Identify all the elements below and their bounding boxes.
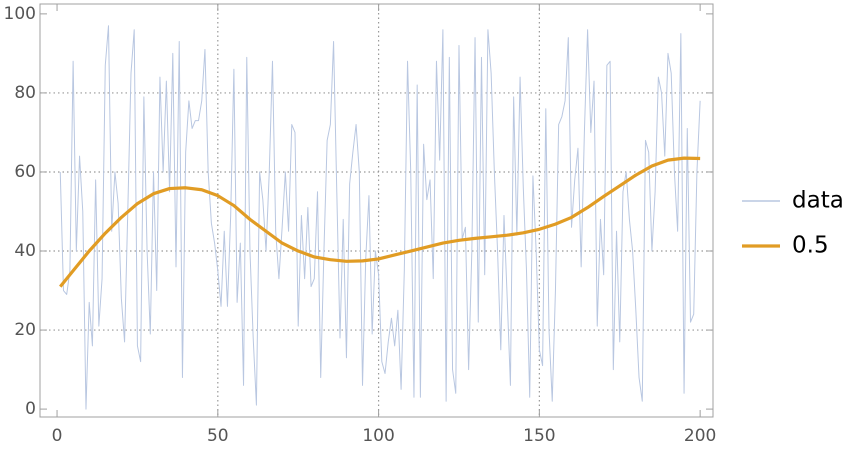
legend-label: data	[792, 188, 844, 214]
y-tick-label: 100	[4, 4, 36, 24]
series-line	[59, 25, 701, 410]
series-line	[59, 156, 701, 288]
y-tick-label: 20	[14, 320, 36, 340]
y-tick-label: 40	[14, 241, 36, 261]
x-tick-label: 150	[523, 426, 555, 446]
y-tick-label: 80	[14, 83, 36, 103]
y-tick-label: 60	[14, 162, 36, 182]
x-tick-label: 0	[52, 426, 63, 446]
x-tick-label: 200	[684, 426, 716, 446]
plot-frame	[39, 3, 714, 418]
x-tick-label: 100	[362, 426, 394, 446]
y-tick-label: 0	[25, 399, 36, 419]
x-tick-label: 50	[207, 426, 229, 446]
legend-label: 0.5	[792, 233, 829, 259]
